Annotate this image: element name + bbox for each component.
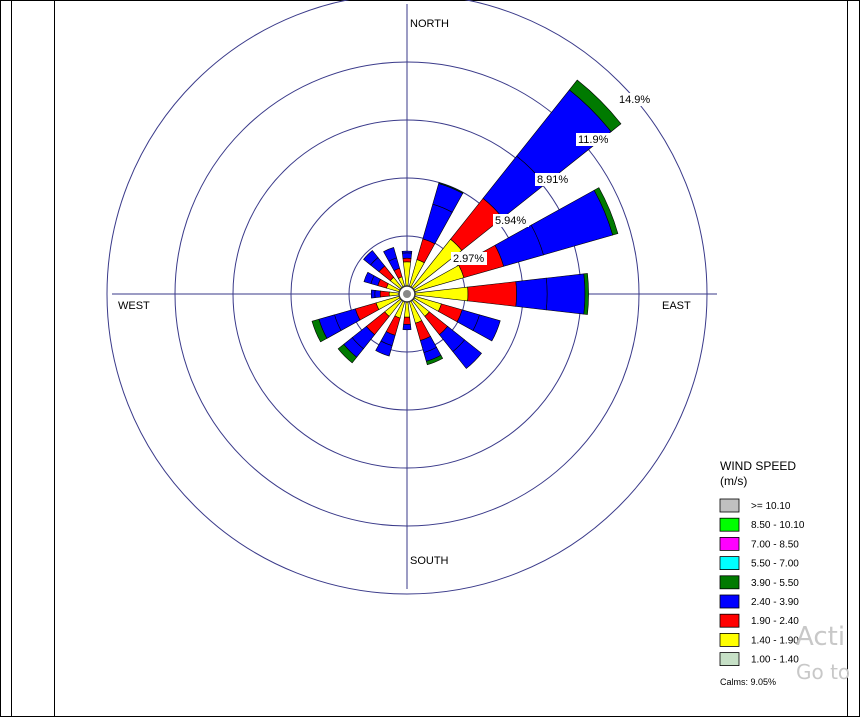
ring-label-bg-5 <box>617 93 653 106</box>
ring-label-bg-2 <box>493 214 529 227</box>
watermark-activate: Acti <box>796 622 846 652</box>
legend-swatch-5 <box>719 594 740 609</box>
ring-label-5: 14.9% <box>619 94 650 106</box>
ring-label-2: 5.94% <box>495 215 526 227</box>
ring-label-bg-1 <box>451 252 487 265</box>
legend-label-0: >= 10.10 <box>751 501 791 512</box>
legend-title: WIND SPEED <box>720 459 796 473</box>
legend-label-5: 2.40 - 3.90 <box>751 597 799 608</box>
petal-157.5-bin-4 <box>425 354 444 366</box>
compass-label-west: WEST <box>118 300 150 312</box>
petal-90-bin-1 <box>467 281 517 307</box>
watermark-go-to: Go to <box>796 660 851 684</box>
legend-swatch-0 <box>719 498 740 513</box>
right-margin-line <box>847 0 848 717</box>
legend-label-8: 1.00 - 1.40 <box>751 655 799 666</box>
petal-0-bin-3 <box>401 250 413 254</box>
ring-label-3: 8.91% <box>537 174 568 186</box>
ring-label-bg-4 <box>576 133 612 146</box>
legend-label-4: 3.90 - 5.50 <box>751 578 799 589</box>
legend-calms: Calms: 9.05% <box>720 677 776 687</box>
legend-swatch-8 <box>719 652 740 666</box>
legend-label-3: 5.50 - 7.00 <box>751 559 799 570</box>
petal-112.5-bin-3 <box>472 314 501 342</box>
petal-270-bin-2 <box>374 290 381 298</box>
petal-45-bin-4 <box>568 79 622 133</box>
petal-337.5-bin-3 <box>383 247 398 262</box>
petal-180-bin-2 <box>402 323 412 331</box>
legend-swatch-4 <box>719 575 740 590</box>
legend-swatch-6 <box>719 613 740 628</box>
legend-label-7: 1.40 - 1.90 <box>751 635 799 646</box>
petal-135-bin-3 <box>452 339 482 369</box>
legend-swatch-3 <box>719 556 740 570</box>
petal-180-bin-0 <box>404 300 410 318</box>
petal-67.5-bin-4 <box>593 187 619 236</box>
petal-90-bin-2 <box>515 277 548 311</box>
petal-90-bin-4 <box>583 273 589 315</box>
ring-label-bg-3 <box>535 173 571 186</box>
left-margin-line <box>54 0 55 717</box>
petal-315-bin-3 <box>363 250 379 266</box>
petal-22.5-bin-4 <box>438 182 464 194</box>
legend-swatch-7 <box>719 633 740 647</box>
legend-swatch-2 <box>719 537 740 551</box>
ring-label-4: 11.9% <box>578 134 609 146</box>
petal-270-bin-3 <box>370 289 376 299</box>
legend-label-2: 7.00 - 8.50 <box>751 539 799 550</box>
compass-label-east: EAST <box>662 300 691 312</box>
compass-label-north: NORTH <box>410 18 449 30</box>
petal-90-bin-3 <box>545 273 586 315</box>
petal-247.5-bin-4 <box>311 318 328 343</box>
petal-292.5-bin-3 <box>363 271 375 285</box>
petal-0-bin-2 <box>402 252 412 259</box>
legend-label-6: 1.90 - 2.40 <box>751 616 799 627</box>
compass-label-south: SOUTH <box>410 555 449 567</box>
petal-0-bin-0 <box>403 261 411 288</box>
petal-180-bin-1 <box>403 316 411 325</box>
petal-0-bin-1 <box>402 257 412 263</box>
legend-label-1: 8.50 - 10.10 <box>751 520 805 531</box>
legend-swatch-1 <box>719 517 740 532</box>
petal-270-bin-1 <box>379 290 390 298</box>
legend-units: (m/s) <box>720 474 747 488</box>
petal-202.5-bin-3 <box>375 340 393 357</box>
calm-center-dot <box>403 290 411 298</box>
left-border-line <box>11 0 12 717</box>
petal-225-bin-4 <box>337 343 358 364</box>
ring-label-1: 2.97% <box>453 253 484 265</box>
